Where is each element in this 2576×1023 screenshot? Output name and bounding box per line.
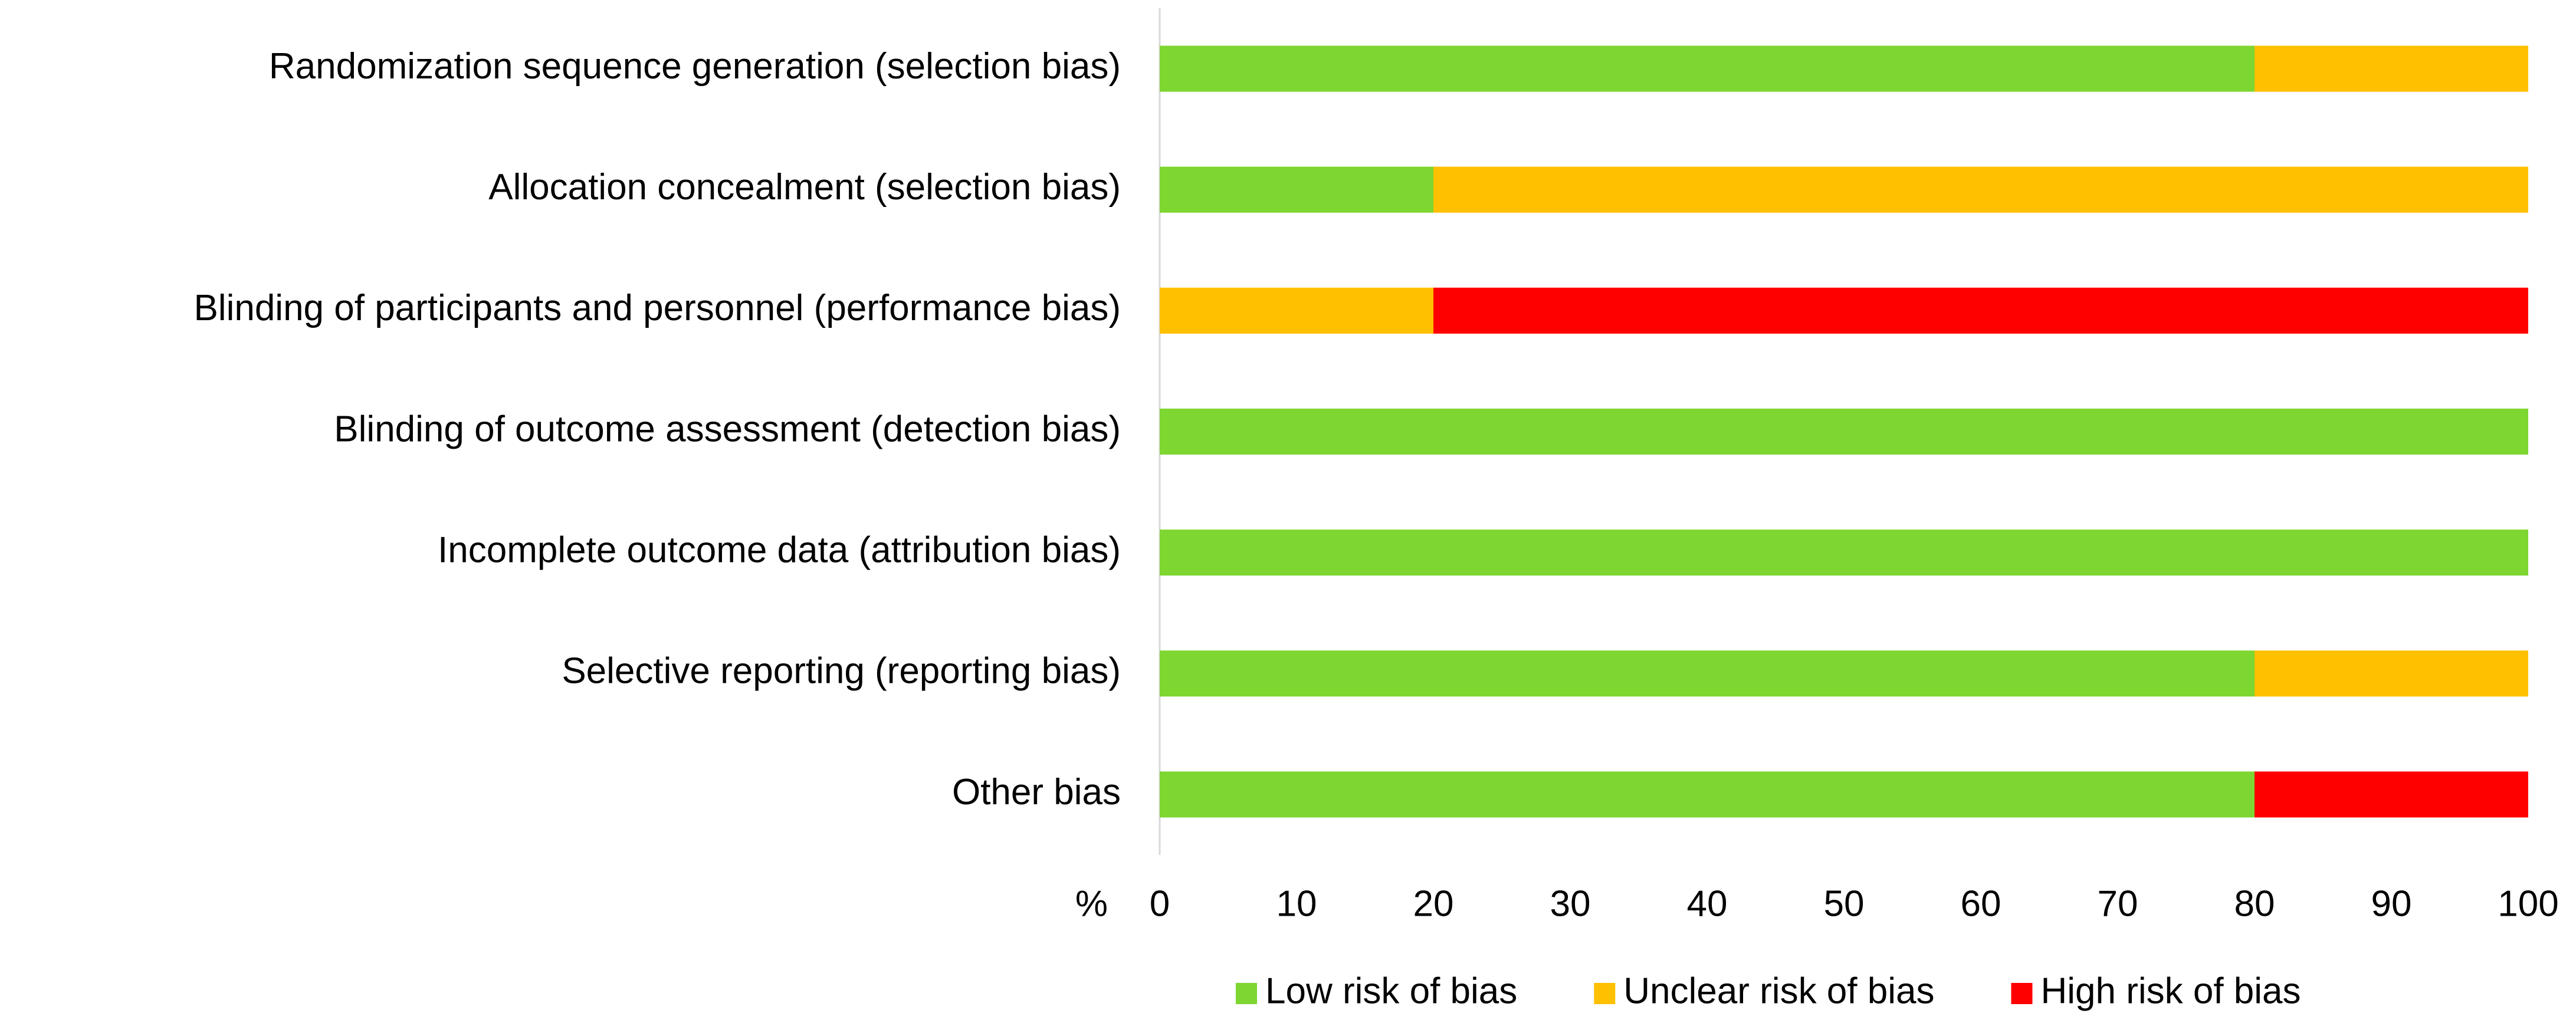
bar-segment <box>1160 287 1433 334</box>
bar-segment <box>1433 166 2528 213</box>
legend-label: Unclear risk of bias <box>1623 971 1934 1011</box>
x-tick-label: 20 <box>1413 883 1454 924</box>
bar-segment <box>1160 529 2528 576</box>
bar-segment <box>1160 771 2255 818</box>
y-tick-label: Incomplete outcome data (attribution bia… <box>438 530 1121 571</box>
bar-segment <box>1433 287 2528 334</box>
x-tick-label: 10 <box>1276 883 1317 924</box>
x-tick-label: 80 <box>2234 883 2275 924</box>
x-tick-label: 50 <box>1824 883 1865 924</box>
bar-segment <box>1160 650 2255 697</box>
bar-segment <box>2255 771 2528 818</box>
y-tick-label: Selective reporting (reporting bias) <box>562 651 1121 692</box>
bar-segment <box>1160 166 1433 213</box>
bar-segment <box>2255 45 2528 92</box>
y-tick-label: Blinding of participants and personnel (… <box>193 288 1121 328</box>
x-tick-label: 30 <box>1550 883 1591 924</box>
x-tick-label: 40 <box>1687 883 1728 924</box>
legend-label: Low risk of bias <box>1265 971 1517 1011</box>
legend-swatch <box>1236 983 1257 1004</box>
x-tick-label: 90 <box>2371 883 2412 924</box>
y-tick-label: Other bias <box>952 772 1121 813</box>
x-tick-label: 60 <box>1961 883 2001 924</box>
bar-segment <box>2255 650 2528 697</box>
bar-segment <box>1160 45 2255 92</box>
x-tick-label: 70 <box>2098 883 2138 924</box>
x-axis-label: % <box>1075 883 1108 924</box>
y-tick-label: Randomization sequence generation (selec… <box>269 46 1121 87</box>
legend-label: High risk of bias <box>2040 971 2301 1011</box>
bar-segment <box>1160 409 2528 455</box>
legend-swatch <box>1594 983 1616 1004</box>
x-tick-label: 100 <box>2498 883 2558 924</box>
y-tick-label: Allocation concealment (selection bias) <box>488 167 1121 208</box>
legend-swatch <box>2011 983 2033 1004</box>
y-tick-label: Blinding of outcome assessment (detectio… <box>334 409 1121 449</box>
x-tick-label: 0 <box>1150 883 1170 924</box>
